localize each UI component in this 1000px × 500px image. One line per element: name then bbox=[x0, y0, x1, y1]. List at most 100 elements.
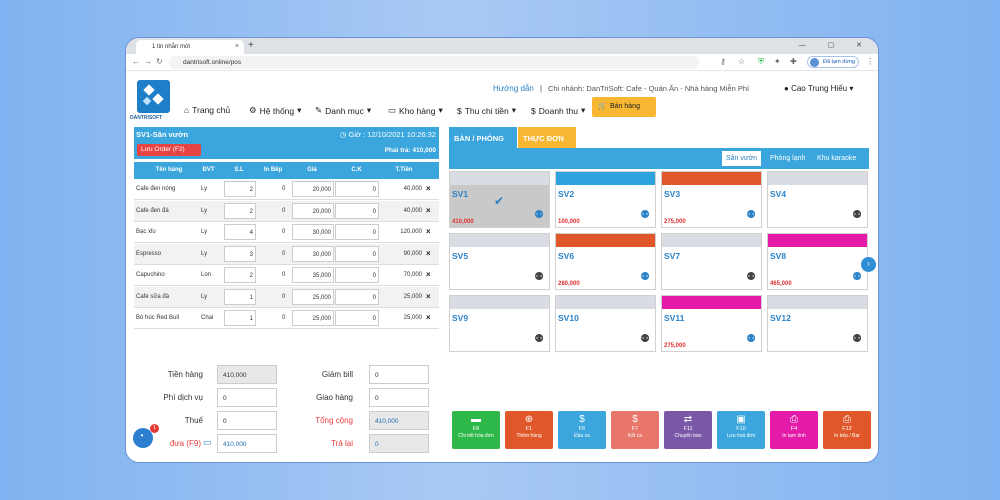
table-tile[interactable]: SV1 ✔ 410,000 ⚉ bbox=[449, 171, 550, 228]
app-logo[interactable] bbox=[137, 80, 170, 113]
qty-input[interactable]: 4 bbox=[224, 224, 256, 240]
col-price: Giá bbox=[307, 167, 317, 173]
table-tile[interactable]: SV8 465,000 ⚉ bbox=[767, 233, 868, 290]
table-chairs-icon: ⚉ bbox=[746, 333, 756, 345]
customer-pay-field[interactable]: 410,000 bbox=[217, 434, 277, 453]
function-button-f8[interactable]: ▬ F8 Chi tiết hóa đơn bbox=[452, 411, 500, 449]
qty-input[interactable]: 3 bbox=[224, 245, 256, 262]
new-tab-button[interactable]: + bbox=[248, 40, 254, 51]
customer-pay-label: đưa (F9) bbox=[169, 439, 201, 448]
table-chairs-icon: ⚉ bbox=[640, 271, 650, 283]
window-controls[interactable]: — ▢ ✕ bbox=[798, 42, 872, 49]
save-order-button[interactable]: Lưu Order (F2) bbox=[137, 144, 201, 156]
table-name: SV11 bbox=[664, 313, 685, 323]
qty-input[interactable]: 2 bbox=[224, 181, 256, 197]
next-page-icon[interactable]: › bbox=[861, 257, 876, 272]
price-input[interactable]: 30,000 bbox=[292, 224, 334, 240]
qty-input[interactable]: 1 bbox=[224, 310, 256, 326]
function-button-f1[interactable]: ⊕ F1 Thêm hàng bbox=[505, 411, 553, 449]
discount-input[interactable]: 0 bbox=[335, 181, 379, 197]
discount-input[interactable]: 0 bbox=[335, 245, 379, 262]
table-tile[interactable]: SV12 ⚉ bbox=[767, 295, 868, 352]
delete-icon[interactable]: × bbox=[426, 248, 431, 258]
table-amount: 100,000 bbox=[558, 219, 580, 225]
url-field[interactable]: dantrisoft.online/pos bbox=[169, 56, 699, 69]
forward-icon[interactable]: → bbox=[144, 57, 152, 66]
profile-button[interactable]: Đã tạm dừng bbox=[807, 56, 859, 68]
service-fee-field[interactable]: 0 bbox=[217, 388, 277, 407]
menu-revenue[interactable]: $ Doanh thu ▾ bbox=[531, 105, 585, 116]
shield-icon[interactable]: ⛨ bbox=[758, 57, 764, 66]
reload-icon[interactable]: ↻ bbox=[156, 57, 163, 66]
qty-input[interactable]: 2 bbox=[224, 267, 256, 283]
menu-warehouse[interactable]: ▭ Kho hàng ▾ bbox=[388, 105, 443, 116]
table-name: SV9 bbox=[452, 313, 469, 323]
area-karaoke[interactable]: Khu karaoke bbox=[817, 155, 857, 162]
qty-input[interactable]: 2 bbox=[224, 202, 256, 219]
table-tile[interactable]: SV7 ⚉ bbox=[661, 233, 762, 290]
function-button-f6[interactable]: $ F6 Đầu ca bbox=[558, 411, 606, 449]
table-tile[interactable]: SV5 ⚉ bbox=[449, 233, 550, 290]
delete-icon[interactable]: × bbox=[426, 313, 431, 322]
price-input[interactable]: 20,000 bbox=[292, 181, 334, 197]
table-tile[interactable]: SV11 275,000 ⚉ bbox=[661, 295, 762, 352]
function-button-f11[interactable]: ⇄ F11 Chuyển bàn bbox=[664, 411, 712, 449]
address-bar-row: ← → ↻ dantrisoft.online/pos ⚷ ☆ ⛨ ✦ ✚ Đã… bbox=[126, 54, 878, 71]
table-tile[interactable]: SV3 275,000 ⚉ bbox=[661, 171, 762, 228]
function-button-f4[interactable]: ⎙ F4 In tạm tính bbox=[770, 411, 818, 449]
close-icon[interactable]: × bbox=[234, 43, 239, 50]
delete-icon[interactable]: × bbox=[426, 227, 431, 236]
table-chairs-icon: ⚉ bbox=[852, 271, 862, 283]
function-button-f10[interactable]: ▣ F10 Lưu hoá đơn bbox=[717, 411, 765, 449]
check-icon: ✔ bbox=[494, 194, 505, 208]
menu-catalog[interactable]: ✎ Danh mục ▾ bbox=[315, 105, 371, 116]
menu-home[interactable]: ⌂ Trang chủ bbox=[184, 105, 230, 115]
price-input[interactable]: 25,000 bbox=[292, 310, 334, 326]
delete-icon[interactable]: × bbox=[426, 184, 431, 193]
function-key: F7 bbox=[631, 426, 639, 432]
table-tile[interactable]: SV6 280,000 ⚉ bbox=[555, 233, 656, 290]
table-tile[interactable]: SV10 ⚉ bbox=[555, 295, 656, 352]
table-status-bar bbox=[662, 296, 761, 309]
chat-button[interactable]: ◔ bbox=[133, 428, 153, 448]
sell-button[interactable]: 🛒 Bán hàng bbox=[592, 97, 656, 117]
function-button-f12[interactable]: ⎙ F12 In bếp / Bar bbox=[823, 411, 871, 449]
bill-discount-field[interactable]: 0 bbox=[369, 365, 429, 384]
extension-icon[interactable]: ✦ bbox=[774, 57, 781, 66]
table-tile[interactable]: SV9 ⚉ bbox=[449, 295, 550, 352]
menu-cashflow[interactable]: $ Thu chi tiền ▾ bbox=[457, 105, 516, 116]
tab-ban-phong[interactable]: BÀN / PHÒNG bbox=[449, 127, 517, 148]
discount-input[interactable]: 0 bbox=[335, 202, 379, 219]
delete-icon[interactable]: × bbox=[426, 291, 431, 301]
delete-icon[interactable]: × bbox=[426, 270, 431, 279]
area-phong-lanh[interactable]: Phòng lạnh bbox=[770, 155, 806, 162]
puzzle-icon[interactable]: ✚ bbox=[790, 57, 797, 66]
price-input[interactable]: 20,000 bbox=[292, 202, 334, 219]
menu-system[interactable]: ⚙ Hệ thống ▾ bbox=[249, 105, 301, 116]
price-input[interactable]: 25,000 bbox=[292, 288, 334, 305]
delete-icon[interactable]: × bbox=[426, 205, 431, 215]
tax-field[interactable]: 0 bbox=[217, 411, 277, 430]
function-icon: $ bbox=[632, 414, 638, 425]
help-link[interactable]: Hướng dẫn bbox=[493, 84, 534, 93]
area-san-vuon[interactable]: Sân vườn bbox=[722, 151, 762, 166]
more-icon[interactable]: ⋮ bbox=[866, 57, 874, 66]
price-input[interactable]: 30,000 bbox=[292, 245, 334, 262]
tab-thuc-don[interactable]: THỰC ĐƠN bbox=[518, 127, 576, 148]
price-input[interactable]: 35,000 bbox=[292, 267, 334, 283]
discount-input[interactable]: 0 bbox=[335, 224, 379, 240]
qty-input[interactable]: 1 bbox=[224, 288, 256, 305]
browser-tab[interactable]: 1 tin nhắn mới × bbox=[136, 40, 244, 54]
discount-input[interactable]: 0 bbox=[335, 288, 379, 305]
back-icon[interactable]: ← bbox=[132, 57, 140, 66]
table-tile[interactable]: SV4 ⚉ bbox=[767, 171, 868, 228]
star-icon[interactable]: ☆ bbox=[738, 57, 746, 66]
delivery-field[interactable]: 0 bbox=[369, 388, 429, 407]
key-icon[interactable]: ⚷ bbox=[720, 57, 726, 66]
discount-input[interactable]: 0 bbox=[335, 310, 379, 326]
discount-input[interactable]: 0 bbox=[335, 267, 379, 283]
function-button-f7[interactable]: $ F7 Kết ca bbox=[611, 411, 659, 449]
user-menu[interactable]: ● Cao Trung Hiếu ▾ bbox=[784, 84, 854, 93]
table-tile[interactable]: SV2 100,000 ⚉ bbox=[555, 171, 656, 228]
branch-label: Chi nhánh: DanTriSoft: Cafe - Quán Ăn - … bbox=[548, 84, 750, 93]
